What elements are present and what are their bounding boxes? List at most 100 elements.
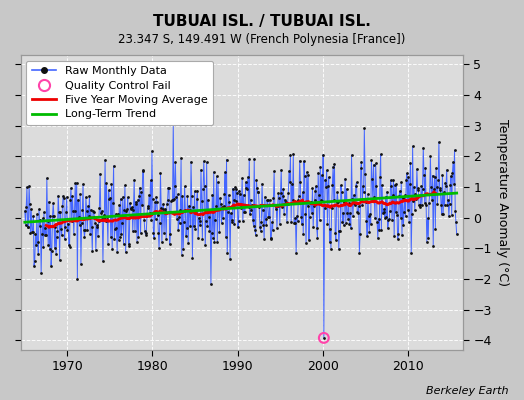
Point [386, 177, 395, 183]
Point [169, 120, 178, 127]
Point [80, 227, 88, 233]
Point [136, 230, 145, 236]
Point [177, 155, 185, 162]
Point [432, 165, 440, 171]
Point [146, 210, 154, 217]
Point [155, 245, 163, 251]
Point [362, 199, 370, 205]
Point [127, 206, 136, 212]
Point [210, 239, 219, 246]
Point [194, 215, 203, 221]
Point [180, 183, 189, 190]
Point [352, 179, 361, 186]
Point [56, 209, 64, 216]
Point [283, 219, 291, 226]
Point [139, 167, 148, 174]
Point [53, 228, 62, 234]
Point [398, 232, 406, 238]
Point [381, 215, 389, 221]
Point [70, 230, 78, 237]
Point [224, 209, 232, 215]
Point [329, 164, 337, 170]
Point [133, 239, 141, 245]
Point [76, 191, 84, 197]
Point [243, 185, 252, 192]
Point [74, 196, 82, 203]
Point [89, 208, 97, 214]
Point [268, 226, 277, 233]
Point [228, 219, 236, 225]
Point [312, 183, 320, 190]
Point [242, 179, 250, 185]
Point [40, 209, 48, 216]
Point [112, 211, 120, 217]
Point [51, 224, 60, 230]
Point [190, 188, 199, 194]
Point [364, 191, 372, 198]
Point [50, 244, 59, 251]
Point [161, 208, 170, 215]
Point [106, 234, 115, 240]
Point [446, 182, 454, 188]
Point [77, 261, 85, 267]
Point [438, 172, 446, 178]
Point [450, 147, 458, 153]
Point [41, 224, 50, 231]
Point [42, 175, 51, 181]
Point [251, 227, 259, 233]
Point [449, 159, 457, 165]
Point [274, 202, 282, 209]
Point [356, 165, 365, 171]
Point [152, 194, 160, 200]
Point [320, 335, 328, 341]
Point [396, 214, 405, 221]
Point [234, 224, 242, 230]
Point [356, 231, 364, 238]
Point [70, 207, 79, 214]
Point [129, 206, 138, 213]
Point [346, 210, 354, 216]
Point [365, 228, 374, 235]
Point [99, 258, 107, 264]
Point [335, 228, 344, 234]
Point [118, 220, 126, 226]
Point [233, 190, 242, 197]
Point [246, 211, 254, 217]
Point [272, 202, 280, 209]
Point [340, 199, 348, 205]
Point [178, 192, 187, 199]
Point [452, 218, 460, 225]
Point [124, 240, 133, 247]
Point [355, 250, 364, 256]
Point [238, 175, 246, 181]
Point [86, 231, 94, 237]
Point [236, 205, 245, 211]
Point [138, 167, 147, 173]
Point [116, 196, 125, 202]
Point [188, 254, 196, 261]
Point [363, 233, 372, 239]
Point [164, 184, 172, 191]
Point [441, 180, 450, 186]
Point [306, 200, 314, 206]
Point [56, 257, 64, 264]
Point [428, 172, 436, 179]
Point [341, 176, 350, 182]
Point [24, 224, 32, 230]
Point [31, 231, 40, 238]
Point [114, 211, 122, 218]
Point [421, 164, 430, 171]
Point [34, 239, 42, 246]
Point [151, 215, 160, 222]
Point [230, 221, 238, 227]
Point [409, 198, 418, 204]
Point [213, 239, 222, 246]
Point [395, 193, 403, 199]
Point [147, 216, 156, 223]
Point [232, 198, 240, 204]
Point [42, 232, 50, 238]
Point [248, 202, 256, 208]
Point [360, 125, 368, 132]
Point [57, 226, 65, 232]
Point [162, 236, 170, 242]
